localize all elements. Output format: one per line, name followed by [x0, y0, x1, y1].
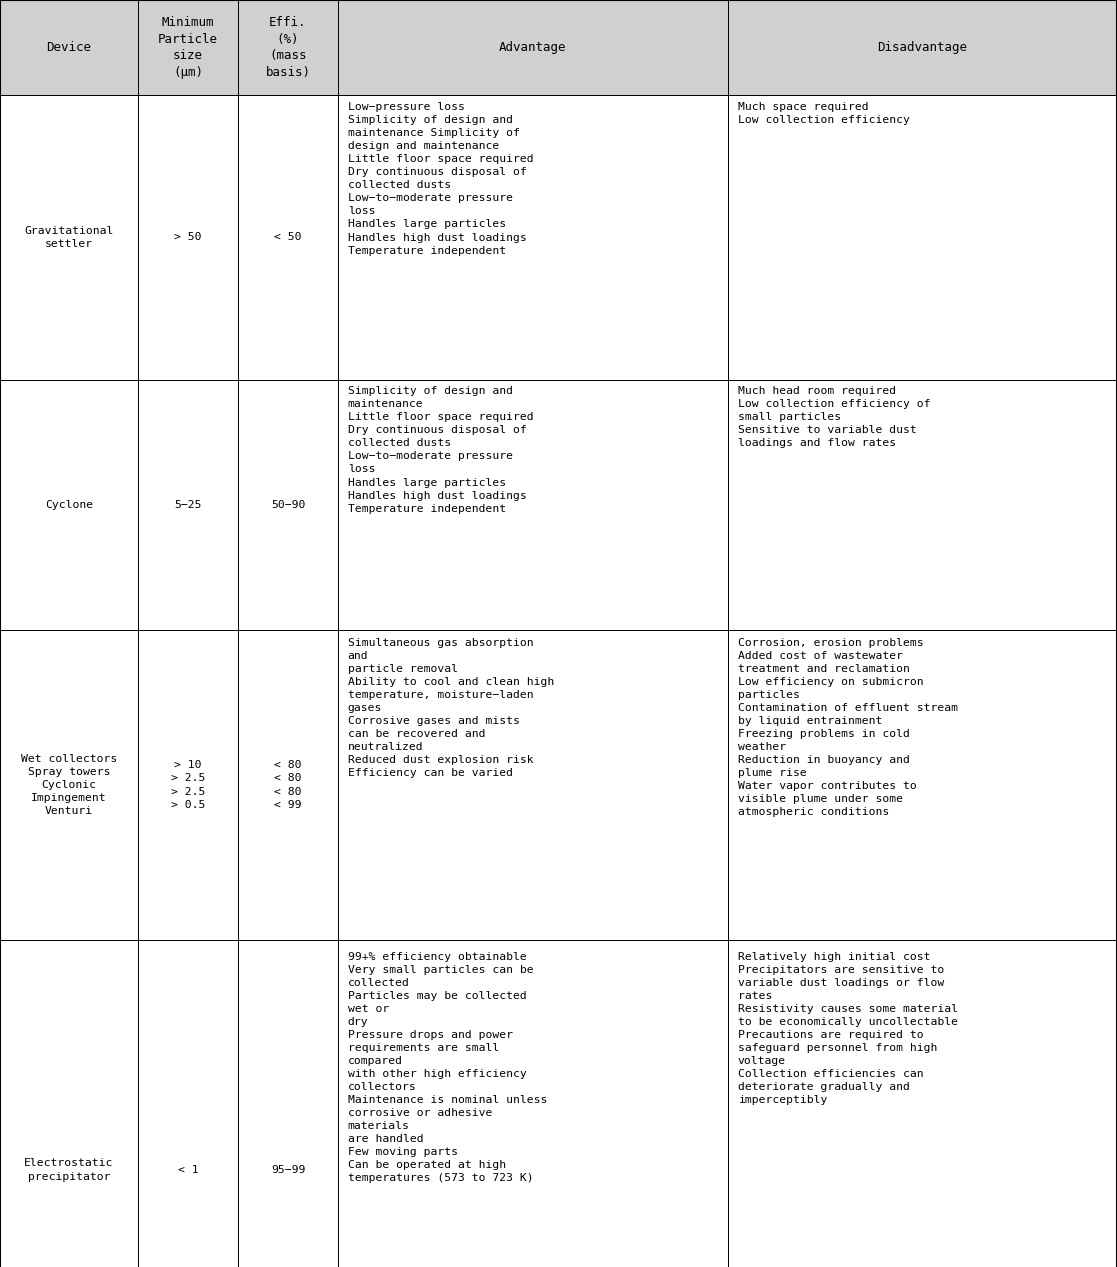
- Text: Wet collectors
Spray towers
Cyclonic
Impingement
Venturi: Wet collectors Spray towers Cyclonic Imp…: [21, 754, 117, 816]
- Text: Much space required
Low collection efficiency: Much space required Low collection effic…: [737, 103, 909, 125]
- Bar: [728, 630, 1117, 940]
- Text: Simplicity of design and
maintenance
Little floor space required
Dry continuous : Simplicity of design and maintenance Lit…: [347, 386, 534, 513]
- Bar: [0, 95, 139, 380]
- Bar: [338, 380, 728, 630]
- Text: > 50: > 50: [174, 233, 202, 242]
- Text: Low−pressure loss
Simplicity of design and
maintenance Simplicity of
design and : Low−pressure loss Simplicity of design a…: [347, 103, 534, 256]
- Text: < 1: < 1: [178, 1164, 199, 1175]
- Text: Relatively high initial cost
Precipitators are sensitive to
variable dust loadin: Relatively high initial cost Precipitato…: [737, 952, 957, 1105]
- Bar: [139, 95, 238, 380]
- Bar: [338, 630, 728, 940]
- Text: 5−25: 5−25: [174, 500, 202, 511]
- Text: Gravitational
settler: Gravitational settler: [25, 226, 114, 250]
- Text: Electrostatic
precipitator: Electrostatic precipitator: [25, 1158, 114, 1182]
- Bar: [139, 940, 238, 1267]
- Bar: [0, 630, 139, 940]
- Text: < 80
< 80
< 80
< 99: < 80 < 80 < 80 < 99: [275, 760, 302, 810]
- Bar: [0, 940, 139, 1267]
- Bar: [238, 0, 338, 95]
- Text: 50−90: 50−90: [270, 500, 305, 511]
- Bar: [139, 380, 238, 630]
- Text: Cyclone: Cyclone: [45, 500, 93, 511]
- Bar: [139, 630, 238, 940]
- Text: < 50: < 50: [275, 233, 302, 242]
- Text: > 10
> 2.5
> 2.5
> 0.5: > 10 > 2.5 > 2.5 > 0.5: [171, 760, 206, 810]
- Text: Much head room required
Low collection efficiency of
small particles
Sensitive t: Much head room required Low collection e…: [737, 386, 930, 449]
- Bar: [238, 95, 338, 380]
- Bar: [728, 380, 1117, 630]
- Text: 95−99: 95−99: [270, 1164, 305, 1175]
- Bar: [238, 940, 338, 1267]
- Bar: [338, 95, 728, 380]
- Bar: [0, 0, 139, 95]
- Text: Disadvantage: Disadvantage: [878, 41, 967, 54]
- Text: Minimum
Particle
size
(μm): Minimum Particle size (μm): [157, 15, 218, 80]
- Text: Simultaneous gas absorption
and
particle removal
Ability to cool and clean high
: Simultaneous gas absorption and particle…: [347, 637, 554, 778]
- Bar: [0, 380, 139, 630]
- Bar: [728, 940, 1117, 1267]
- Text: Corrosion, erosion problems
Added cost of wastewater
treatment and reclamation
L: Corrosion, erosion problems Added cost o…: [737, 637, 957, 817]
- Bar: [728, 0, 1117, 95]
- Bar: [338, 0, 728, 95]
- Bar: [238, 380, 338, 630]
- Text: Advantage: Advantage: [499, 41, 566, 54]
- Bar: [728, 95, 1117, 380]
- Text: 99+% efficiency obtainable
Very small particles can be
collected
Particles may b: 99+% efficiency obtainable Very small pa…: [347, 952, 547, 1183]
- Bar: [238, 630, 338, 940]
- Bar: [338, 940, 728, 1267]
- Bar: [139, 0, 238, 95]
- Text: Device: Device: [47, 41, 92, 54]
- Text: Effi.
(%)
(mass
basis): Effi. (%) (mass basis): [266, 15, 311, 80]
